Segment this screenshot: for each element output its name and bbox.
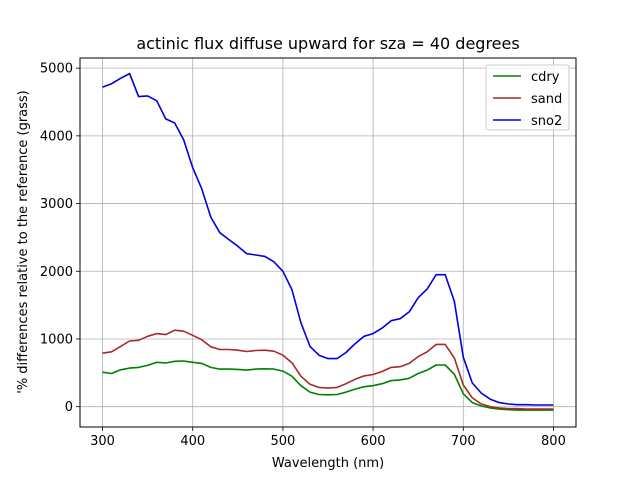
- legend: cdry sand sno2: [485, 64, 570, 131]
- y-tick-label: 5000: [40, 62, 73, 77]
- x-tick-label: 700: [451, 434, 476, 449]
- y-axis-title: '% differences relative to the reference…: [16, 90, 31, 394]
- series-layer: [102, 72, 554, 411]
- axis-ticks: 300 400 500 600 700 800 0 1000 2000 3000 4000 5000: [40, 62, 566, 449]
- legend-label-cdry: cdry: [531, 70, 560, 85]
- x-tick-label: 400: [180, 434, 205, 449]
- y-tick-label: 4000: [40, 129, 73, 144]
- x-tick-label: 800: [541, 434, 566, 449]
- x-tick-label: 600: [361, 434, 386, 449]
- chart-title: actinic flux diffuse upward for sza = 40…: [136, 34, 519, 53]
- legend-label-sand: sand: [531, 92, 562, 107]
- legend-box: [485, 64, 570, 131]
- series-line-sno2: [102, 72, 554, 406]
- plot-frame: [79, 57, 577, 428]
- y-tick-label: 1000: [40, 332, 73, 347]
- x-tick-label: 500: [270, 434, 295, 449]
- legend-label-sno2: sno2: [531, 114, 562, 129]
- y-tick-label: 2000: [40, 265, 73, 280]
- y-tick-label: 3000: [40, 197, 73, 212]
- series-line-cdry: [102, 360, 554, 411]
- x-tick-label: 300: [90, 434, 115, 449]
- x-axis-title: Wavelength (nm): [272, 456, 384, 471]
- y-tick-label: 0: [65, 400, 73, 415]
- series-line-sand: [102, 329, 554, 410]
